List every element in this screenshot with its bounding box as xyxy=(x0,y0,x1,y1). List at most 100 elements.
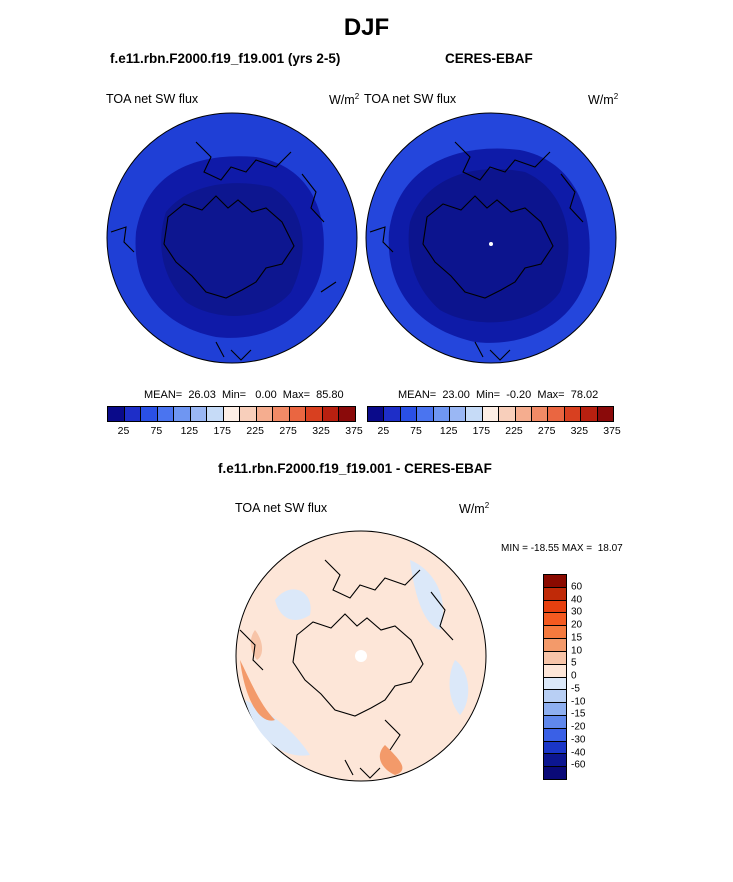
colorbar-swatch xyxy=(306,407,323,421)
colorbar-tick-label: -5 xyxy=(571,683,580,695)
polar-map-difference xyxy=(235,530,487,782)
colorbar-tick-label: 30 xyxy=(571,606,583,618)
colorbar-tick-label: 15 xyxy=(571,632,583,644)
colorbar-swatch xyxy=(532,407,549,421)
colorbar-tick-label: 325 xyxy=(312,425,330,437)
colorbar-swatch xyxy=(597,407,614,421)
colorbar-tick-label: 175 xyxy=(213,425,232,437)
panel-2-header: CERES-EBAF xyxy=(445,51,533,66)
colorbar-swatch xyxy=(400,407,418,421)
colorbar-swatch xyxy=(450,407,467,421)
colorbar-tick-label: 375 xyxy=(345,425,363,437)
colorbar-swatch xyxy=(544,728,566,742)
colorbar-swatch xyxy=(384,407,401,421)
colorbar-swatch xyxy=(124,407,142,421)
polar-map-obs xyxy=(365,112,617,364)
panel-1-variable: TOA net SW flux xyxy=(106,92,199,106)
colorbar-difference-ticks: 60 40 30 20 15 10 5 0 -5 -10 -15 -20 -30 -40 -60 xyxy=(571,574,611,778)
colorbar-tick-label: 0 xyxy=(571,670,577,682)
colorbar-swatch xyxy=(515,407,533,421)
colorbar-tick-label: -40 xyxy=(571,747,586,758)
colorbar-swatch xyxy=(544,613,566,627)
colorbar-swatch xyxy=(544,587,566,601)
diff-unit: W/m2 xyxy=(459,501,490,517)
colorbar-tick-label: 125 xyxy=(439,425,458,437)
colorbar-tick-label: 75 xyxy=(410,425,422,437)
colorbar-swatch xyxy=(273,407,290,421)
colorbar-tick-label: 25 xyxy=(377,425,390,437)
colorbar-swatch xyxy=(544,639,566,652)
colorbar-swatch xyxy=(544,754,566,768)
panel-2-stats: MEAN= 23.00 Min= -0.20 Max= 78.02 xyxy=(398,389,599,401)
colorbar-swatch xyxy=(223,407,241,421)
colorbar-swatch xyxy=(544,677,566,691)
colorbar-tick-label: 325 xyxy=(570,425,589,437)
colorbar-tick-label: 10 xyxy=(571,645,583,656)
pole-point xyxy=(355,650,367,662)
colorbar-swatch xyxy=(544,600,566,614)
colorbar-tick-label: 60 xyxy=(571,581,583,593)
panel-2-variable: TOA net SW flux xyxy=(364,92,457,106)
colorbar-tick-label: 5 xyxy=(571,657,577,669)
polar-map-model xyxy=(106,112,358,364)
colorbar-obs-ticks: 25 75 125 175 225 275 325 375 xyxy=(367,425,620,439)
colorbar-swatch xyxy=(417,407,434,421)
colorbar-swatch xyxy=(322,407,340,421)
colorbar-tick-label: -20 xyxy=(571,721,586,733)
colorbar-tick-label: 40 xyxy=(571,594,583,605)
figure-title: DJF xyxy=(343,14,390,41)
colorbar-swatch xyxy=(368,407,385,421)
colorbar-tick-label: -10 xyxy=(571,696,586,707)
colorbar-swatch xyxy=(289,407,307,421)
diff-variable: TOA net SW flux xyxy=(235,501,328,515)
coastlines xyxy=(369,141,584,361)
colorbar-swatch xyxy=(544,575,566,588)
colorbar-swatch xyxy=(466,407,483,421)
panel-1-unit: W/m2 xyxy=(329,92,360,108)
colorbar-swatch xyxy=(544,715,566,729)
colorbar-swatch xyxy=(499,407,516,421)
colorbar-swatch xyxy=(482,407,500,421)
colorbar-swatch xyxy=(544,767,566,779)
colorbar-difference xyxy=(543,574,567,780)
colorbar-swatch xyxy=(544,651,566,665)
colorbar-swatch xyxy=(544,741,566,755)
colorbar-swatch xyxy=(548,407,565,421)
colorbar-tick-label: 225 xyxy=(505,425,523,437)
colorbar-tick-label: 25 xyxy=(117,425,130,437)
panel-1-stats: MEAN= 26.03 Min= 0.00 Max= 85.80 xyxy=(144,389,344,401)
colorbar-swatch xyxy=(207,407,224,421)
colorbar-obs xyxy=(367,406,614,422)
coastlines xyxy=(239,559,454,779)
colorbar-swatch xyxy=(174,407,191,421)
colorbar-swatch xyxy=(544,690,566,704)
colorbar-tick-label: 175 xyxy=(472,425,491,437)
colorbar-tick-label: -15 xyxy=(571,708,586,720)
colorbar-swatch xyxy=(544,664,566,678)
colorbar-tick-label: 375 xyxy=(603,425,621,437)
colorbar-swatch xyxy=(190,407,208,421)
colorbar-swatch xyxy=(157,407,175,421)
panel-1-header: f.e11.rbn.F2000.f19_f19.001 (yrs 2-5) xyxy=(110,51,341,66)
colorbar-tick-label: 75 xyxy=(150,425,163,437)
diff-minmax: MIN = -18.55 MAX = 18.07 xyxy=(501,543,623,554)
diff-header: f.e11.rbn.F2000.f19_f19.001 - CERES-EBAF xyxy=(218,461,492,476)
colorbar-swatch xyxy=(581,407,598,421)
colorbar-tick-label: 125 xyxy=(180,425,199,437)
colorbar-swatch xyxy=(564,407,582,421)
colorbar-swatch xyxy=(141,407,158,421)
colorbar-model xyxy=(107,406,356,422)
colorbar-tick-label: 275 xyxy=(537,425,556,437)
colorbar-tick-label: 275 xyxy=(279,425,297,437)
coastlines xyxy=(110,141,337,361)
colorbar-tick-label: 225 xyxy=(246,425,264,437)
colorbar-tick-label: -60 xyxy=(571,759,586,771)
colorbar-swatch xyxy=(433,407,451,421)
colorbar-swatch xyxy=(256,407,274,421)
colorbar-swatch xyxy=(544,626,566,640)
colorbar-swatch xyxy=(339,407,355,421)
colorbar-tick-label: 20 xyxy=(571,619,583,631)
colorbar-tick-label: -30 xyxy=(571,734,586,746)
colorbar-model-ticks: 25 75 125 175 225 275 325 375 xyxy=(107,425,363,439)
colorbar-swatch xyxy=(108,407,125,421)
